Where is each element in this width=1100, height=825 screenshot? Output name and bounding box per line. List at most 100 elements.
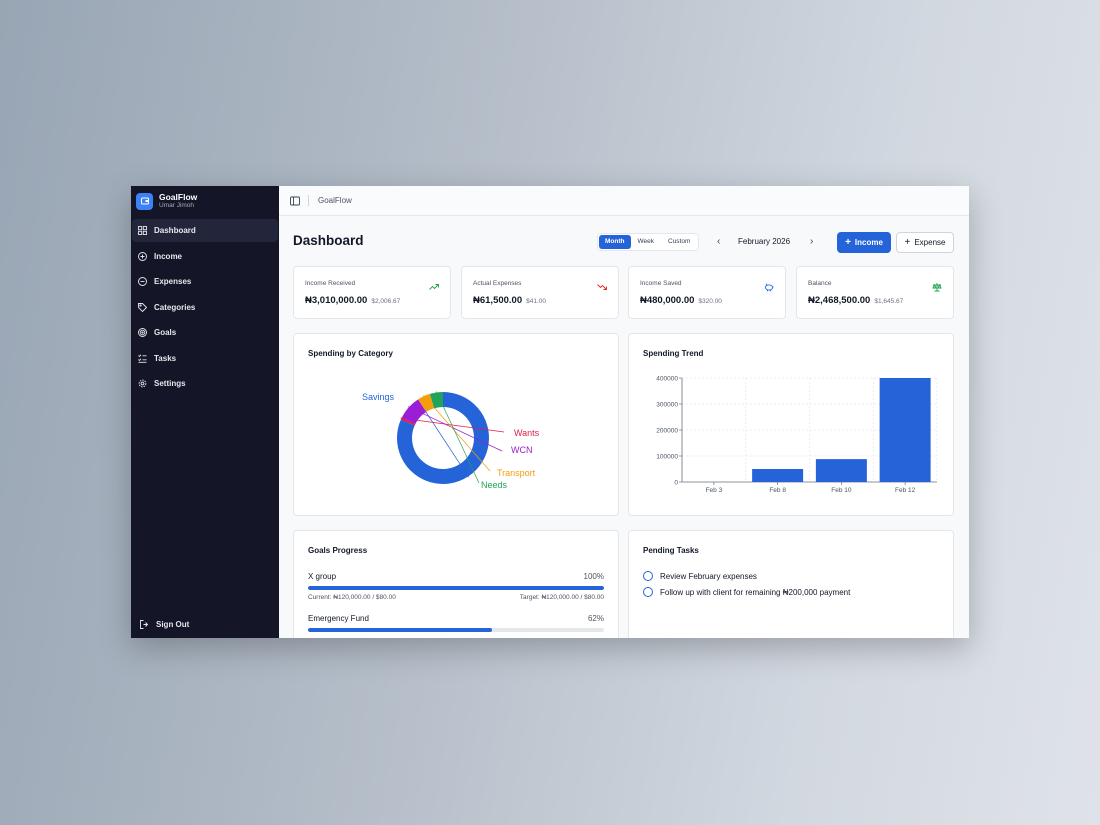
donut-chart: Savings Wants WCN Transport Needs <box>362 391 540 490</box>
sidebar-toggle-icon[interactable] <box>290 196 300 206</box>
sidebar-item-categories[interactable]: Categories <box>132 296 278 319</box>
bar-chart: 0 100000 200000 300000 400000 Feb 3 Feb 8 Feb 1… <box>656 376 938 494</box>
goal-progress-bar <box>308 586 604 590</box>
stat-value: ₦61,500.00 $41.00 <box>473 295 546 306</box>
y-tick-label: 0 <box>674 480 678 487</box>
period-week-button[interactable]: Week <box>637 238 655 245</box>
month-label: February 2026 <box>738 237 791 246</box>
goals-progress-card: Goals Progress X group 100% Current: ₦12… <box>293 530 619 638</box>
y-tick-label: 400000 <box>656 376 678 383</box>
goal-name: X group <box>308 572 337 581</box>
goal-percent: 62% <box>587 614 604 623</box>
goal-progress-fill <box>308 586 604 590</box>
tag-icon <box>138 302 147 312</box>
scale-icon <box>932 279 942 292</box>
x-tick-label: Feb 3 <box>706 487 723 494</box>
add-expense-button[interactable]: + Expense <box>896 232 954 253</box>
x-tick-label: Feb 10 <box>831 487 852 494</box>
sidebar-item-expenses[interactable]: Expenses <box>132 270 278 293</box>
sidebar-nav: Dashboard Income Expenses Categories <box>131 219 279 398</box>
goal-progress-fill <box>308 628 492 632</box>
stat-usd: $1,645.67 <box>874 298 904 305</box>
target-icon <box>138 328 147 337</box>
add-income-label: Income <box>854 238 883 247</box>
sidebar-item-label: Categories <box>154 302 196 312</box>
sign-out-button[interactable]: Sign Out <box>131 612 279 636</box>
add-income-button[interactable]: + Income <box>837 232 891 253</box>
next-month-button[interactable]: › <box>810 236 814 247</box>
sidebar-item-tasks[interactable]: Tasks <box>132 347 278 370</box>
donut-label: Wants <box>514 428 540 438</box>
y-tick-label: 100000 <box>656 454 678 461</box>
sidebar-item-label: Settings <box>154 379 186 388</box>
donut-slice-transport[interactable] <box>418 393 435 413</box>
app-window: GoalFlow Umar Jimoh Dashboard Income <box>131 186 969 638</box>
topbar-divider <box>308 195 309 206</box>
donut-leader-line <box>407 406 503 452</box>
plus-icon: + <box>904 236 911 248</box>
gear-icon <box>138 379 147 388</box>
bar[interactable] <box>815 459 867 482</box>
goal-item[interactable]: X group 100% Current: ₦120,000.00 / $80.… <box>308 572 604 601</box>
donut-slice-wants[interactable] <box>400 417 416 426</box>
task-checkbox[interactable] <box>643 587 653 597</box>
period-month-button[interactable]: Month <box>599 235 631 249</box>
main-content: GoalFlow Dashboard Month Week Custom ‹ F… <box>279 186 969 638</box>
period-selector: Month Week Custom <box>597 233 700 251</box>
card-title: Pending Tasks <box>643 546 699 555</box>
sidebar-item-dashboard[interactable]: Dashboard <box>132 219 278 242</box>
stat-amount: ₦3,010,000.00 <box>305 295 368 306</box>
sidebar-item-goals[interactable]: Goals <box>132 321 278 344</box>
wallet-icon <box>136 192 153 210</box>
task-label: Follow up with client for remaining ₦200… <box>660 587 851 597</box>
y-tick-label: 300000 <box>656 402 678 409</box>
plus-icon: + <box>845 236 851 248</box>
sidebar-item-settings[interactable]: Settings <box>132 372 278 395</box>
bar[interactable] <box>752 469 804 482</box>
task-checkbox[interactable] <box>643 571 653 581</box>
sign-out-label: Sign Out <box>156 619 190 629</box>
task-item[interactable]: Follow up with client for remaining ₦200… <box>643 587 850 597</box>
stat-value: ₦480,000.00 $320.00 <box>640 295 722 306</box>
stat-card-income-received: Income Received ₦3,010,000.00 $2,006.67 <box>293 266 451 319</box>
topbar: GoalFlow <box>279 186 969 216</box>
x-tick-label: Feb 8 <box>769 487 786 494</box>
donut-slice-wcn[interactable] <box>401 399 427 425</box>
sidebar-item-income[interactable]: Income <box>132 245 278 268</box>
spending-trend-card: Spending Trend 0 100000 200000 300000 400000… <box>628 333 954 516</box>
sidebar-item-label: Expenses <box>154 277 192 286</box>
period-custom-button[interactable]: Custom <box>668 238 691 245</box>
add-expense-label: Expense <box>914 238 946 247</box>
breadcrumb: GoalFlow <box>318 196 352 205</box>
trend-up-icon <box>429 279 439 290</box>
sidebar-item-label: Dashboard <box>154 226 196 235</box>
y-tick-label: 200000 <box>656 428 678 435</box>
stat-label: Income Saved <box>640 280 682 287</box>
goal-progress-bar <box>308 628 604 632</box>
stat-label: Balance <box>808 280 832 287</box>
donut-slice-needs[interactable] <box>429 392 444 409</box>
card-title: Spending Trend <box>643 349 704 358</box>
stat-label: Income Received <box>305 280 356 287</box>
donut-leader-line <box>435 391 480 484</box>
task-item[interactable]: Review February expenses <box>643 571 757 581</box>
pending-tasks-card: Pending Tasks Review February expenses F… <box>628 530 954 638</box>
bar[interactable] <box>879 378 931 482</box>
list-checks-icon <box>138 353 147 363</box>
stat-amount: ₦61,500.00 <box>473 295 523 306</box>
minus-circle-icon <box>138 277 147 286</box>
card-title: Spending by Category <box>308 349 393 358</box>
trend-down-icon <box>597 279 607 290</box>
stat-card-balance: Balance ₦2,468,500.00 $1,645.67 <box>796 266 954 319</box>
goal-percent: 100% <box>583 572 604 581</box>
donut-label: Transport <box>497 468 536 478</box>
stat-amount: ₦2,468,500.00 <box>808 295 871 306</box>
goal-item[interactable]: Emergency Fund 62% <box>308 614 604 632</box>
sidebar-item-label: Income <box>154 251 183 261</box>
stat-card-income-saved: Income Saved ₦480,000.00 $320.00 <box>628 266 786 319</box>
user-name: Umar Jimoh <box>159 202 195 209</box>
brand[interactable]: GoalFlow Umar Jimoh <box>131 186 279 216</box>
prev-month-button[interactable]: ‹ <box>717 236 721 247</box>
grid-icon <box>138 226 147 235</box>
task-label: Review February expenses <box>660 571 757 581</box>
